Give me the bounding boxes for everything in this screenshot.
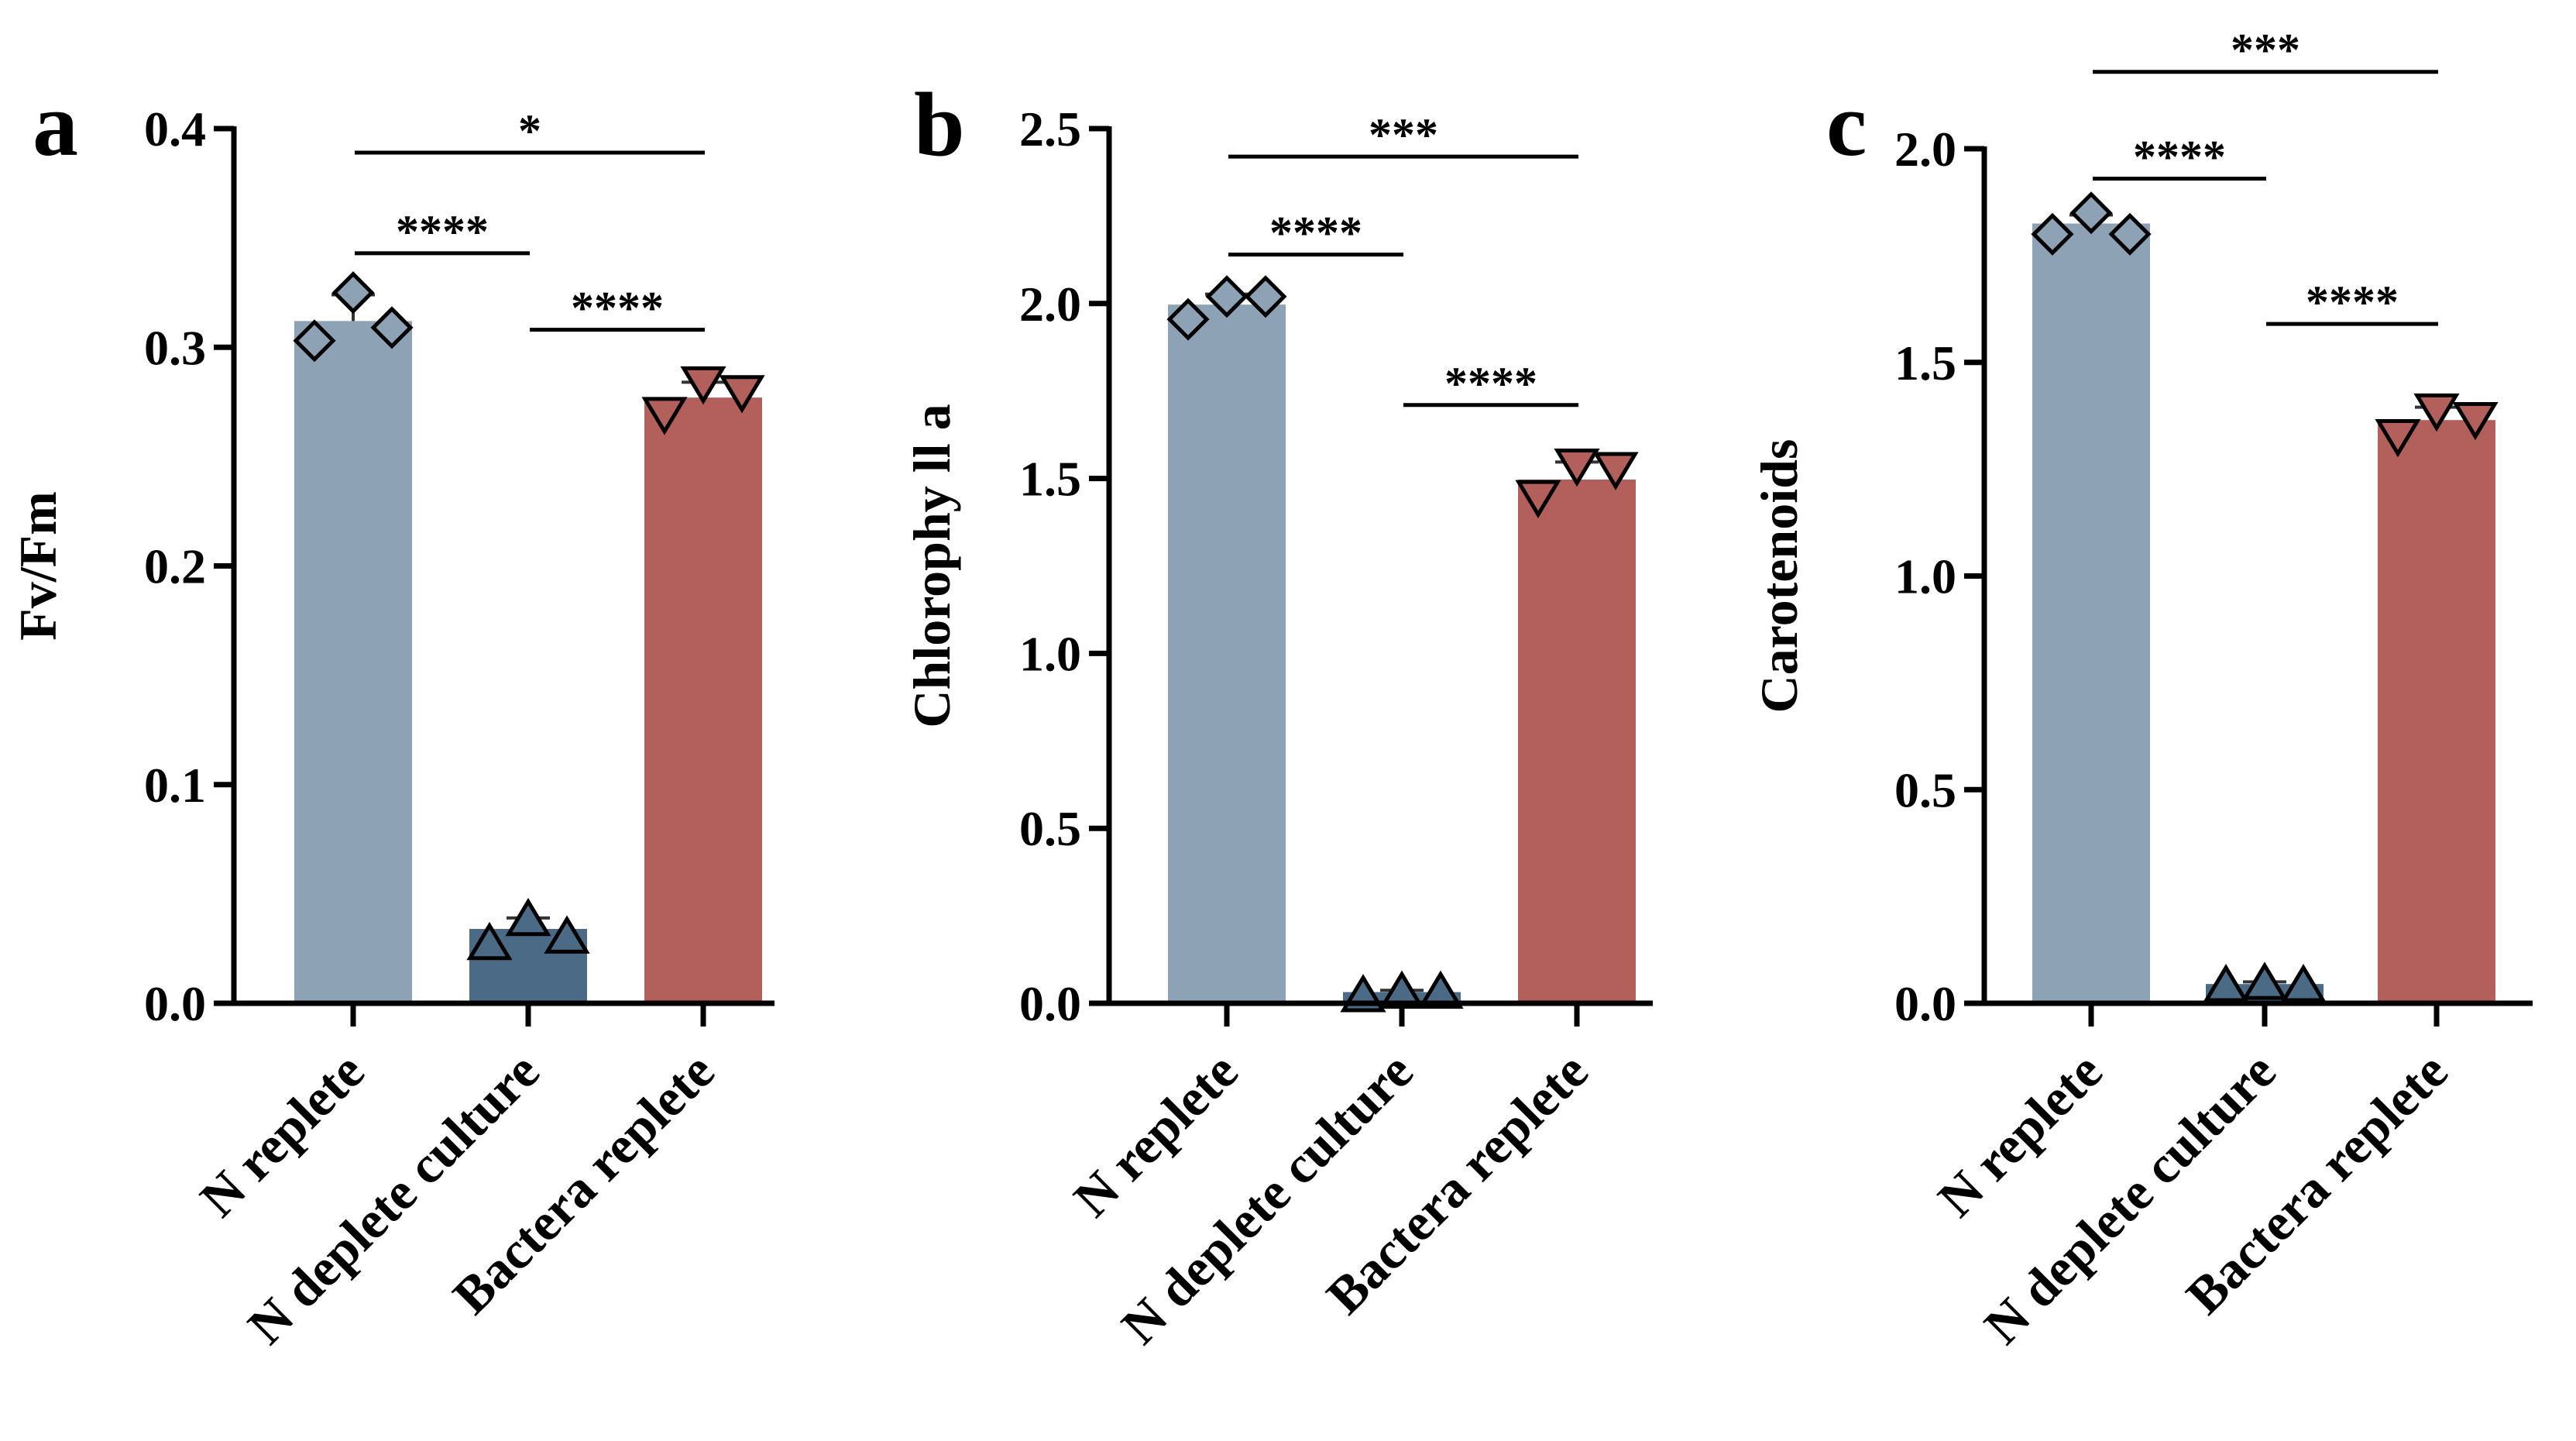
data-point-n-deplete-culture (505, 897, 551, 937)
x-category-label-n-replete: N replete (1927, 1041, 2114, 1228)
significance-label: **** (2306, 277, 2399, 328)
y-tick-label: 2.0 (1019, 277, 1081, 332)
y-axis-title: Fv/Fm (9, 491, 67, 641)
y-tick-label: 0.0 (1019, 976, 1081, 1031)
significance-label: *** (1369, 109, 1438, 160)
data-point-n-replete (2108, 212, 2152, 256)
data-point-n-deplete-culture (466, 921, 513, 961)
data-point-n-replete (331, 271, 375, 315)
significance-label: **** (2133, 132, 2226, 183)
bar-bactera-replete (1518, 479, 1636, 1003)
x-category-label-n-replete: N replete (1063, 1041, 1249, 1228)
y-tick-label: 0.2 (144, 539, 206, 594)
data-point-bactera-replete (719, 375, 765, 414)
significance-label: **** (1269, 208, 1362, 259)
panel-letter: a (33, 74, 78, 175)
data-point-n-deplete-culture (2280, 964, 2327, 1003)
data-point-n-replete (1244, 275, 1287, 318)
panel-letter: c (1826, 74, 1867, 175)
y-tick-label: 1.5 (1894, 335, 1956, 390)
data-point-bactera-replete (1592, 452, 1639, 490)
x-category-label-n-replete: N replete (189, 1041, 376, 1228)
y-tick-label: 0.1 (144, 758, 206, 813)
y-tick-label: 0.5 (1894, 762, 1956, 817)
data-point-bactera-replete (2452, 401, 2499, 441)
bar-n-replete (1168, 304, 1286, 1003)
significance-label: **** (571, 283, 664, 334)
x-category-label-n-deplete-culture: N deplete culture (1973, 1041, 2286, 1355)
significance-label: **** (1444, 358, 1537, 409)
y-tick-label: 0.3 (144, 320, 206, 375)
x-category-label-n-deplete-culture: N deplete culture (1110, 1041, 1424, 1355)
y-tick-label: 0.0 (144, 976, 206, 1031)
significance-label: *** (2231, 25, 2300, 76)
data-point-n-replete (1205, 275, 1249, 318)
bar-bactera-replete (2378, 420, 2495, 1003)
y-axis-title: Carotenoids (1750, 439, 1808, 714)
data-point-bactera-replete (641, 397, 688, 435)
data-point-n-replete (2031, 212, 2074, 256)
y-axis-title: Chlorophy ll a (902, 404, 961, 727)
significance-label: * (518, 105, 541, 156)
y-tick-label: 0.5 (1019, 801, 1081, 856)
bar-n-replete (2032, 223, 2150, 1003)
y-tick-label: 1.5 (1019, 452, 1081, 507)
data-point-n-deplete-culture (2203, 964, 2249, 1003)
data-point-n-replete (370, 306, 414, 349)
bar-bactera-replete (644, 397, 762, 1003)
y-tick-label: 1.0 (1019, 626, 1081, 681)
data-point-n-deplete-culture (2241, 961, 2288, 1000)
x-category-label-n-deplete-culture: N deplete culture (236, 1041, 550, 1355)
data-point-bactera-replete (2375, 419, 2421, 458)
y-tick-label: 1.0 (1894, 549, 1956, 604)
data-point-bactera-replete (1515, 480, 1561, 519)
data-point-n-replete (293, 319, 336, 363)
data-point-n-replete (1166, 297, 1210, 341)
data-point-n-deplete-culture (1417, 970, 1464, 1009)
data-point-bactera-replete (680, 366, 726, 405)
y-tick-label: 0.4 (144, 101, 206, 156)
bar-n-replete (294, 321, 412, 1003)
panel-letter: b (914, 74, 965, 175)
data-point-bactera-replete (2413, 393, 2460, 432)
significance-label: **** (396, 206, 489, 257)
y-tick-label: 0.0 (1894, 976, 1956, 1031)
data-point-n-replete (2069, 191, 2113, 235)
data-point-n-deplete-culture (544, 915, 590, 954)
y-tick-label: 2.5 (1019, 101, 1081, 156)
data-point-bactera-replete (1554, 449, 1600, 487)
y-tick-label: 2.0 (1894, 122, 1956, 177)
